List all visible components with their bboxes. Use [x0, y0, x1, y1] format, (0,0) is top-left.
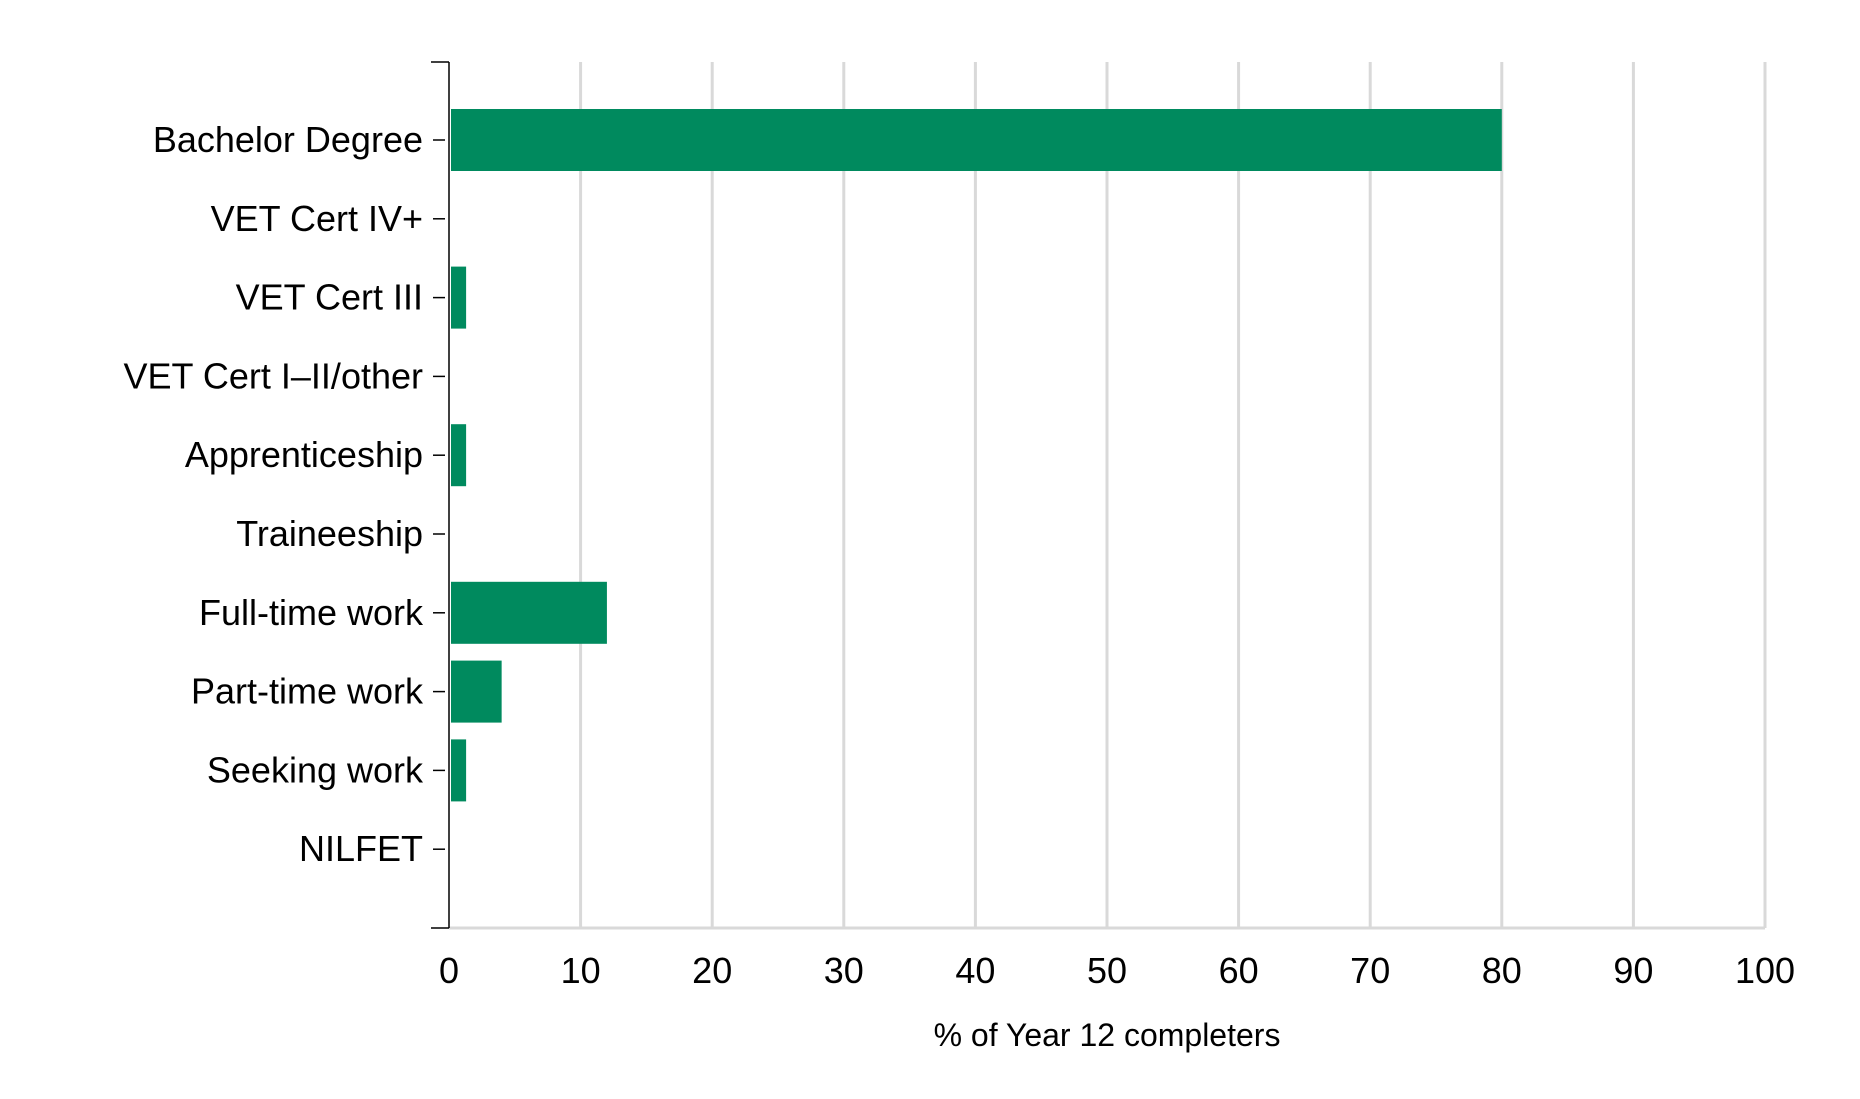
x-tick-label: 20 [692, 950, 732, 991]
bar [451, 266, 467, 329]
category-label: Full-time work [199, 592, 424, 633]
category-label: Apprenticeship [185, 434, 423, 475]
bar [451, 660, 502, 723]
x-tick-label: 80 [1482, 950, 1522, 991]
category-label: Bachelor Degree [153, 119, 423, 160]
bar [451, 424, 467, 487]
category-label: VET Cert IV+ [211, 198, 423, 239]
bar [451, 581, 607, 644]
vertical-gridlines [579, 62, 1767, 928]
bars [451, 109, 1502, 802]
category-label: Seeking work [207, 749, 424, 790]
x-tick-label: 0 [439, 950, 459, 991]
x-tick-label: 90 [1613, 950, 1653, 991]
x-tick-label: 10 [561, 950, 601, 991]
x-tick-label: 40 [955, 950, 995, 991]
category-label: NILFET [299, 828, 423, 869]
category-labels: Bachelor Degree VET Cert IV+ VET Cert III V… [124, 119, 424, 869]
x-tick-label: 70 [1350, 950, 1390, 991]
category-label: VET Cert I–II/other [124, 355, 423, 396]
bar [451, 739, 467, 802]
x-tick-label: 50 [1087, 950, 1127, 991]
x-tick-label: 60 [1219, 950, 1259, 991]
bar [451, 109, 1502, 171]
category-label: VET Cert III [236, 277, 423, 318]
x-tick-label: 30 [824, 950, 864, 991]
x-axis-title: % of Year 12 completers [934, 1017, 1281, 1053]
axes [431, 61, 1765, 930]
category-label: Traineeship [236, 513, 423, 554]
x-tick-label: 100 [1735, 950, 1795, 991]
x-tick-labels: 0 10 20 30 40 50 60 70 80 90 100 [439, 950, 1795, 991]
category-label: Part-time work [191, 671, 424, 712]
